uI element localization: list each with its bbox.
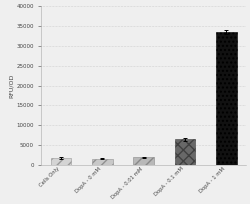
Bar — [51, 158, 71, 165]
Bar — [92, 159, 113, 165]
Y-axis label: RFU/OD: RFU/OD — [9, 73, 14, 98]
Bar — [216, 32, 236, 165]
Bar — [174, 139, 195, 165]
Bar — [133, 157, 154, 165]
